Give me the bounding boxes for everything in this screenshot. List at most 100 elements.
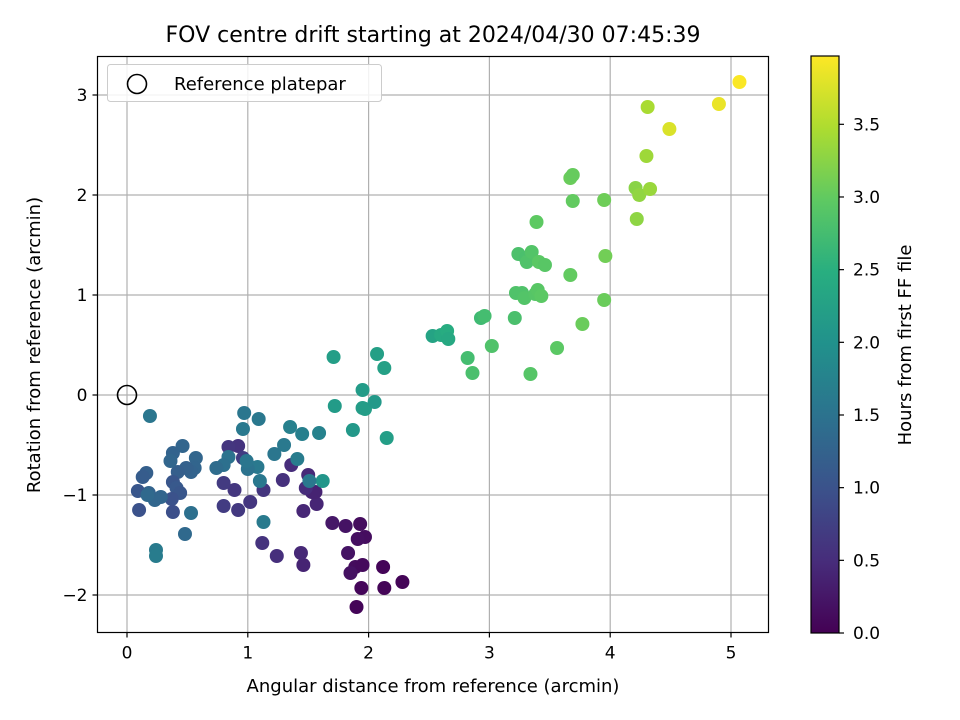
data-point bbox=[227, 483, 242, 497]
colorbar-tick-label: 2.5 bbox=[853, 261, 880, 281]
data-point bbox=[565, 168, 580, 182]
data-point bbox=[341, 546, 356, 560]
data-point bbox=[550, 341, 565, 355]
y-tick-label: 3 bbox=[77, 86, 88, 106]
x-tick-label: 4 bbox=[605, 644, 616, 664]
data-point bbox=[312, 426, 327, 440]
y-tick-label: 2 bbox=[77, 186, 88, 206]
data-point bbox=[597, 193, 612, 207]
data-point bbox=[343, 566, 358, 580]
data-point bbox=[184, 506, 199, 520]
data-point bbox=[629, 212, 644, 226]
data-point bbox=[239, 454, 254, 468]
data-point bbox=[135, 470, 150, 484]
data-point bbox=[484, 339, 499, 353]
data-point bbox=[302, 474, 317, 488]
colorbar-gradient bbox=[811, 56, 839, 633]
data-point bbox=[732, 75, 747, 89]
colorbar-tick-label: 2.0 bbox=[853, 333, 880, 353]
data-point bbox=[345, 423, 360, 437]
data-point bbox=[441, 332, 456, 346]
data-point bbox=[295, 427, 310, 441]
legend: Reference platepar bbox=[107, 64, 382, 102]
x-axis-label: Angular distance from reference (arcmin) bbox=[247, 676, 620, 697]
legend-marker-icon bbox=[126, 73, 148, 95]
data-point bbox=[163, 454, 178, 468]
data-point bbox=[523, 367, 538, 381]
data-point bbox=[477, 309, 492, 323]
colorbar-tick-label: 1.0 bbox=[853, 479, 880, 499]
data-point bbox=[283, 420, 298, 434]
x-tick-label: 3 bbox=[484, 644, 495, 664]
data-point bbox=[565, 194, 580, 208]
data-point bbox=[370, 347, 385, 361]
data-point bbox=[639, 149, 654, 163]
data-point bbox=[575, 317, 590, 331]
x-tick-label: 5 bbox=[726, 644, 737, 664]
grid-lines bbox=[97, 56, 769, 633]
x-tick-label: 2 bbox=[363, 644, 374, 664]
data-point bbox=[349, 600, 364, 614]
data-point bbox=[640, 100, 655, 114]
data-point bbox=[275, 473, 290, 487]
data-point bbox=[377, 581, 392, 595]
data-point bbox=[563, 268, 578, 282]
data-point bbox=[235, 422, 250, 436]
data-point bbox=[255, 536, 270, 550]
data-point bbox=[209, 461, 224, 475]
data-point bbox=[355, 558, 370, 572]
data-point bbox=[517, 291, 532, 305]
y-axis-label: Rotation from reference (arcmin) bbox=[24, 197, 45, 493]
data-point bbox=[256, 515, 271, 529]
data-point bbox=[355, 383, 370, 397]
data-point bbox=[367, 395, 382, 409]
data-point bbox=[598, 249, 613, 263]
data-point bbox=[460, 351, 475, 365]
data-point bbox=[377, 361, 392, 375]
data-point bbox=[251, 412, 266, 426]
data-point bbox=[140, 488, 155, 502]
data-point bbox=[529, 215, 544, 229]
data-point bbox=[325, 516, 340, 530]
data-point bbox=[632, 188, 647, 202]
data-point bbox=[267, 447, 282, 461]
y-tick-label: −1 bbox=[62, 486, 87, 506]
colorbar-tick-label: 0.5 bbox=[853, 551, 880, 571]
chart-title: FOV centre drift starting at 2024/04/30 … bbox=[166, 23, 701, 48]
plot-frame bbox=[96, 55, 770, 634]
data-point bbox=[237, 406, 252, 420]
data-point bbox=[216, 499, 231, 513]
legend-entry-label: Reference platepar bbox=[174, 74, 346, 95]
data-point bbox=[711, 97, 726, 111]
colorbar-tick-label: 1.5 bbox=[853, 406, 880, 426]
colorbar-frame bbox=[810, 55, 840, 634]
colorbar-tick-label: 3.0 bbox=[853, 188, 880, 208]
colorbar-tick-label: 0.0 bbox=[853, 624, 880, 644]
data-point bbox=[350, 532, 365, 546]
colorbar-label: Hours from first FF file bbox=[895, 245, 916, 446]
data-point bbox=[243, 495, 258, 509]
data-point bbox=[338, 519, 353, 533]
data-point bbox=[395, 575, 410, 589]
data-point bbox=[252, 474, 267, 488]
data-point bbox=[296, 558, 311, 572]
data-point bbox=[309, 497, 324, 511]
y-axis-ticks: −2 −1 0 1 2 3 bbox=[62, 86, 98, 606]
data-point bbox=[231, 503, 246, 517]
data-point bbox=[296, 504, 311, 518]
data-point bbox=[353, 517, 368, 531]
data-point bbox=[165, 505, 180, 519]
colorbar-tick-label: 3.5 bbox=[853, 115, 880, 135]
data-point bbox=[175, 439, 190, 453]
data-point bbox=[662, 122, 677, 136]
data-point bbox=[354, 581, 369, 595]
legend-box bbox=[107, 64, 382, 102]
data-point bbox=[597, 293, 612, 307]
data-point bbox=[537, 258, 552, 272]
x-tick-label: 1 bbox=[242, 644, 253, 664]
colorbar: 0.0 0.5 1.0 1.5 2.0 2.5 3.0 3.5 Hours from firs… bbox=[810, 55, 916, 644]
data-point bbox=[379, 431, 394, 445]
data-point bbox=[643, 182, 658, 196]
data-point bbox=[534, 289, 549, 303]
